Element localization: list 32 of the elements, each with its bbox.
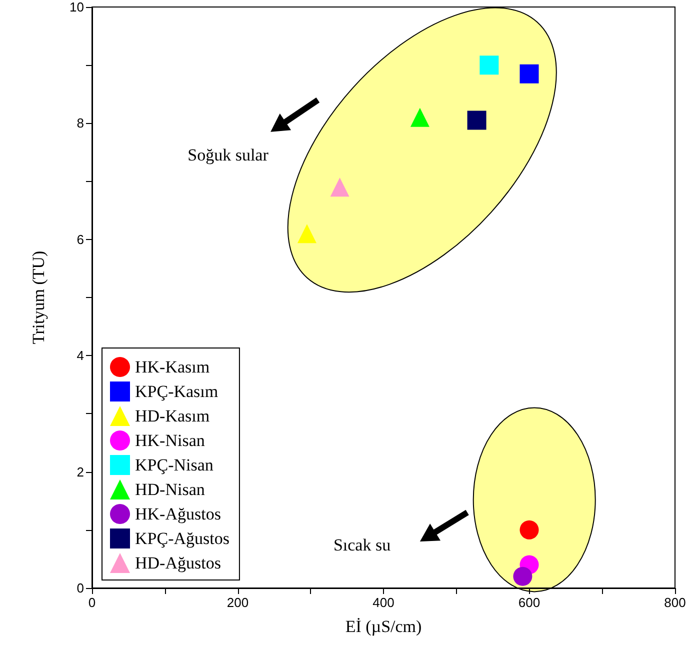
x-tick-label: 800 <box>664 595 686 610</box>
point <box>467 110 486 130</box>
y-tick-label: 0 <box>76 580 84 596</box>
point <box>297 224 316 244</box>
point <box>330 178 350 197</box>
annotation: Sıcak su <box>333 536 392 554</box>
x-tick-label: 200 <box>226 595 249 610</box>
y-tick-label: 8 <box>76 116 84 131</box>
legend-label: HK-Ağustos <box>135 504 221 524</box>
legend-label: KPÇ-Nisan <box>135 456 214 474</box>
x-tick-label: 600 <box>518 595 540 610</box>
point <box>410 108 430 127</box>
y-tick-label: 10 <box>70 0 84 14</box>
annotation: Soğuk sular <box>188 146 269 164</box>
y-axis-title: Trityum (TU) <box>29 250 48 344</box>
legend-label: KPÇ-Kasım <box>135 382 218 401</box>
y-tick-label: 2 <box>76 464 84 480</box>
legend-label: HD-Ağustos <box>135 554 221 572</box>
point <box>513 566 532 586</box>
y-tick-label: 4 <box>76 348 84 364</box>
point <box>480 56 499 75</box>
point <box>520 520 539 540</box>
x-tick-label: 0 <box>88 595 96 610</box>
legend-label: HK-Nisan <box>135 431 206 450</box>
legend-label: HD-Nisan <box>135 480 206 499</box>
legend-label: KPÇ-Ağustos <box>135 529 230 548</box>
point <box>520 64 539 84</box>
x-tick-label: 400 <box>372 595 394 610</box>
y-tick-label: 6 <box>76 232 84 247</box>
legend-label: HK-Kasım <box>135 358 210 376</box>
x-axis-title: Eİ (µS/cm) <box>345 617 422 636</box>
legend-label: HD-Kasım <box>135 406 210 426</box>
